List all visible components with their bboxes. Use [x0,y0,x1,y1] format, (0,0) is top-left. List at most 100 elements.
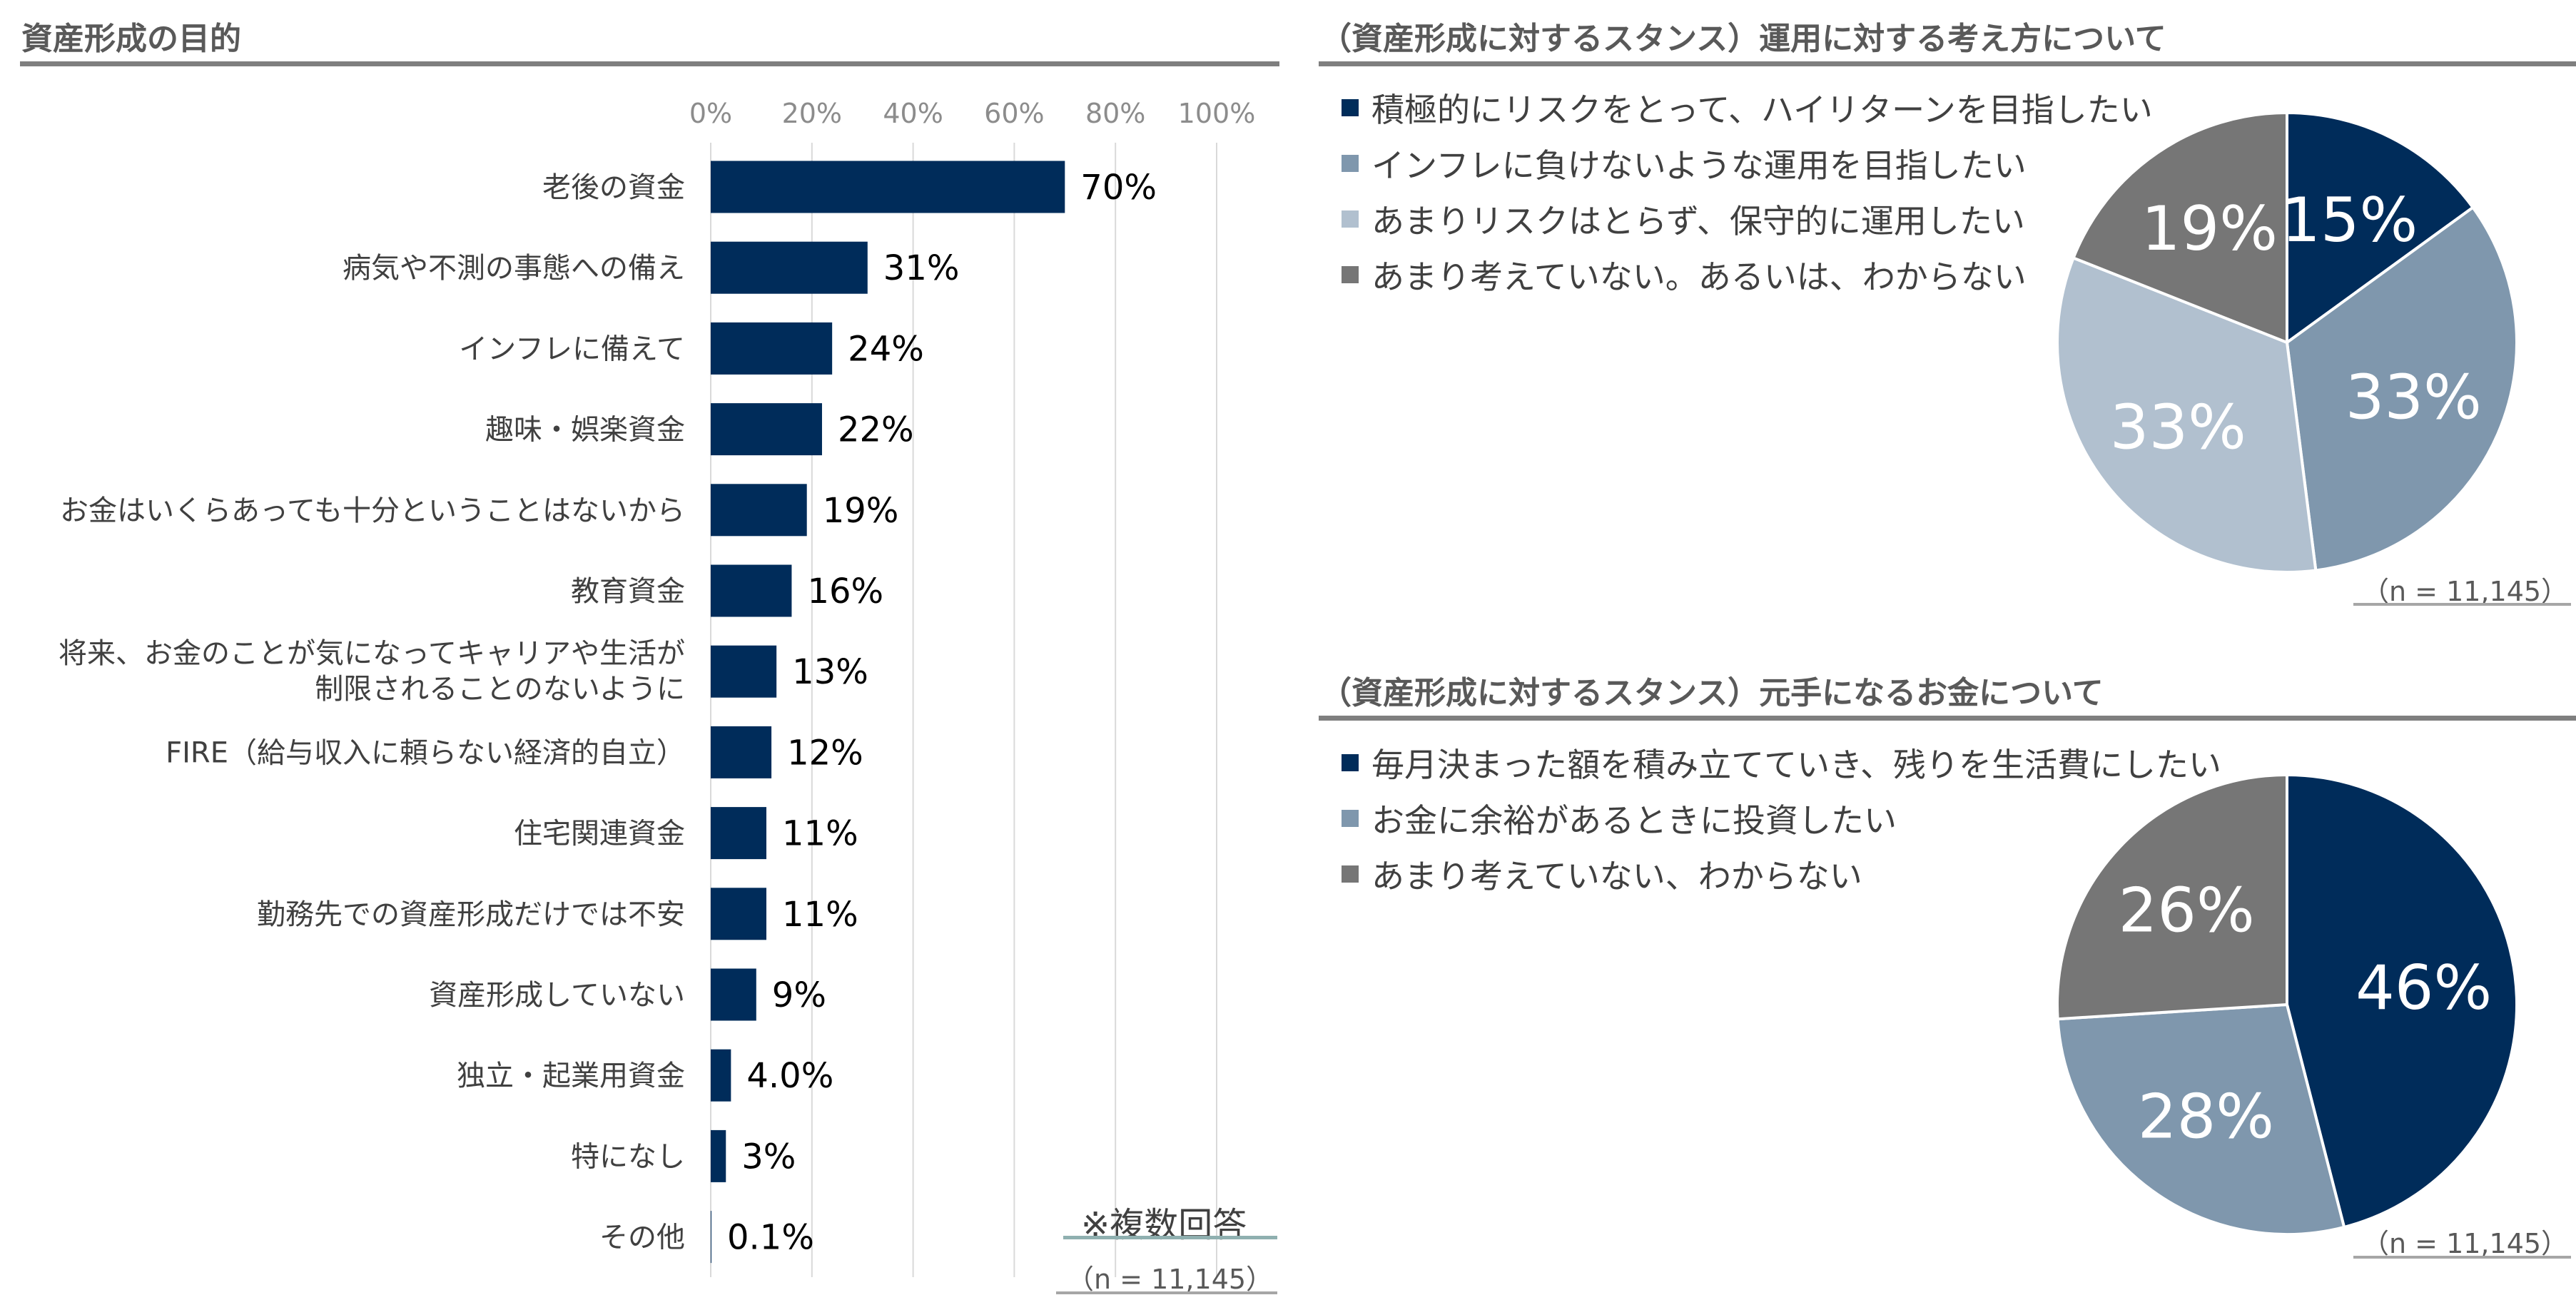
stance-pie-value-label: 33% [2346,362,2482,434]
bar [711,241,868,294]
bar-value-label: 11% [782,895,858,935]
bar [711,1129,726,1182]
bar [711,564,792,617]
bar-category-labels: 老後の資金病気や不測の事態への備えインフレに備えて趣味・娯楽資金お金はいくらあっ… [59,171,685,1254]
legend-swatch [1342,810,1359,827]
stance-pie-value-label: 19% [2141,193,2278,265]
bar [711,1049,731,1102]
bar-value-label: 16% [807,572,883,611]
category-label: 趣味・娯楽資金 [485,414,685,447]
legend-item: お金に余裕があるときに投資したい [1342,791,2221,846]
bar-value-label: 12% [787,733,863,773]
bottom-right-sample-size-note: （n = 11,145） [2362,1228,2569,1259]
stance-pie-value-label: 33% [2110,392,2246,463]
stance-pie-slice [2286,111,2475,345]
x-tick-label: 0% [689,98,732,129]
legend-item: あまりリスクはとらず、保守的に運用したい [1342,191,2153,247]
bar [711,161,1065,213]
bar [711,645,777,698]
top-right-sample-size-underline [2353,603,2571,606]
legend-item: 積極的にリスクをとって、ハイリターンを目指したい [1342,80,2153,136]
top-right-title-underline [1319,61,2576,66]
left-chart-title: 資産形成の目的 [21,21,241,57]
top-right-legend: 積極的にリスクをとって、ハイリターンを目指したい インフレに負けないような運用を… [1342,80,2153,303]
legend-swatch [1342,754,1359,771]
funding-pie-slice [2056,773,2288,1021]
bar [711,807,766,860]
category-label: FIRE（給与収入に頼らない経済的自立） [166,736,685,769]
category-label: 独立・起業用資金 [457,1060,685,1092]
legend-swatch [1342,210,1359,228]
bar [711,968,756,1021]
funding-source-pie: 46% 28% 26% [2056,773,2518,1236]
category-label: 勤務先での資産形成だけでは不安 [257,898,685,931]
legend-label: 積極的にリスクをとって、ハイリターンを目指したい [1371,91,2153,129]
legend-label: あまり考えていない、わからない [1371,857,1862,895]
left-sample-size-underline [1056,1291,1277,1294]
legend-item: あまり考えていない。あるいは、わからない [1342,247,2153,303]
bar-value-label: 0.1% [727,1218,814,1258]
funding-pie-slice [2286,773,2518,1229]
bar-value-label: 9% [772,975,826,1015]
top-right-sample-size-note: （n = 11,145） [2362,576,2569,607]
stance-pie-slice [2072,111,2288,345]
bar-value-label: 4.0% [746,1056,833,1096]
bar [711,484,807,537]
x-tick-label: 100% [1178,98,1256,129]
top-right-chart-title: （資産形成に対するスタンス）運用に対する考え方について [1320,21,2166,57]
legend-swatch [1342,99,1359,116]
category-label: お金はいくらあっても十分ということはないから [60,494,685,527]
left-title-underline [20,61,1279,66]
category-label: 住宅関連資金 [514,818,685,850]
bar [711,322,833,375]
x-tick-label: 80% [1085,98,1145,129]
purpose-bar-chart: 0% 20% 40% 60% 80% 100% 老後の資金病気や不測の事態への備えインフレ… [59,98,1255,1277]
x-tick-label: 60% [984,98,1044,129]
x-tick-label: 20% [782,98,842,129]
left-sample-size-note: （n = 11,145） [1067,1264,1274,1295]
legend-swatch [1342,155,1359,172]
bar [711,726,772,778]
multiple-answer-underline [1063,1236,1277,1239]
category-label: 特になし [571,1140,685,1173]
bottom-right-sample-size-underline [2353,1256,2571,1259]
bar-gridlines [710,143,1217,1277]
category-label: 教育資金 [571,575,685,608]
bar-value-label: 3% [741,1137,796,1177]
legend-label: お金に余裕があるときに投資したい [1371,801,1897,840]
legend-label: あまり考えていない。あるいは、わからない [1371,258,2027,296]
investment-stance-pie: 15% 33% 33% 19% [2056,111,2518,574]
legend-item: 毎月決まった額を積み立てていき、残りを生活費にしたい [1342,735,2221,791]
stance-pie-value-label: 15% [2281,185,2418,256]
x-tick-label: 40% [883,98,943,129]
funding-pie-value-label: 26% [2119,875,2255,947]
category-label: その他 [599,1222,685,1254]
bar-value-label: 70% [1080,168,1157,208]
bottom-right-chart-title: （資産形成に対するスタンス）元手になるお金について [1320,675,2104,711]
legend-label: インフレに負けないような運用を目指したい [1371,146,2027,185]
bar-value-label: 31% [883,248,960,288]
bar [711,888,766,940]
legend-item: あまり考えていない、わからない [1342,846,2221,902]
funding-pie-value-label: 28% [2138,1081,2274,1152]
legend-swatch [1342,865,1359,883]
funding-pie-value-label: 46% [2356,953,2492,1024]
bar [711,403,822,456]
legend-label: あまりリスクはとらず、保守的に運用したい [1371,202,2025,240]
bar-value-labels: 70% 31% 24% 22% 19% 16% 13% 12% 11% 11% 9% 4.0% 3% 0.… [727,168,1157,1258]
bar-value-label: 19% [823,491,899,531]
legend-item: インフレに負けないような運用を目指したい [1342,136,2153,191]
category-label: 老後の資金 [542,171,685,204]
bar-tick-labels: 0% 20% 40% 60% 80% 100% [689,98,1255,129]
bar-value-label: 22% [838,410,914,450]
legend-label: 毎月決まった額を積み立てていき、残りを生活費にしたい [1371,746,2221,784]
bar-value-label: 11% [782,814,858,854]
legend-swatch [1342,266,1359,283]
category-label: 病気や不測の事態への備え [343,252,685,285]
bar-marks [711,161,1065,1264]
category-label: インフレに備えて [459,332,685,365]
bottom-right-title-underline [1319,716,2576,721]
bar-value-label: 24% [848,329,924,369]
bar-value-label: 13% [792,652,868,692]
category-label: 資産形成していない [429,979,685,1012]
